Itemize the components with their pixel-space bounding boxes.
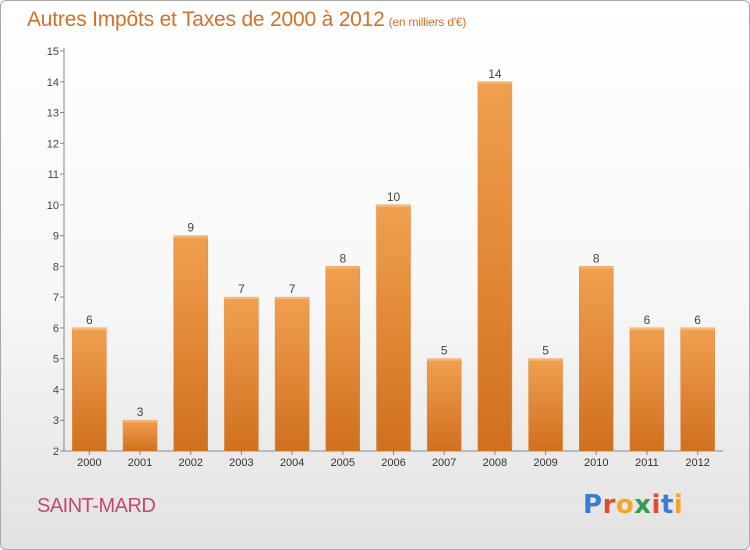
bar: [528, 358, 563, 452]
place-name: SAINT-MARD: [37, 495, 156, 517]
logo-letter: i: [651, 490, 661, 520]
chart-title-unit: (en milliers d'€): [388, 15, 467, 29]
y-tick-label: 15: [47, 46, 59, 58]
bar-top-highlight: [224, 297, 259, 300]
y-tick-label: 2: [53, 446, 59, 458]
bar-top-highlight: [123, 420, 158, 423]
x-tick-label: 2002: [178, 457, 202, 469]
bar-top-highlight: [629, 327, 664, 330]
logo-letter: x: [634, 490, 652, 520]
y-tick-label: 4: [53, 384, 59, 396]
logo-letter: r: [602, 490, 616, 520]
data-label: 3: [137, 405, 144, 419]
bar: [680, 327, 715, 452]
bar-top-highlight: [376, 204, 411, 207]
bar: [376, 204, 411, 452]
x-tick-label: 2009: [533, 457, 557, 469]
data-label: 5: [542, 344, 549, 358]
bar-top-highlight: [680, 327, 715, 330]
y-tick-label: 5: [53, 354, 59, 366]
y-tick-label: 14: [47, 77, 59, 89]
proxiti-logo: Proxiti: [583, 490, 683, 520]
data-label: 7: [238, 282, 245, 296]
bar-top-highlight: [275, 297, 310, 300]
x-tick-label: 2010: [584, 457, 608, 469]
y-tick-label: 6: [53, 323, 59, 335]
bar-top-highlight: [173, 235, 208, 238]
y-tick-label: 10: [47, 200, 59, 212]
bar: [426, 358, 462, 452]
x-tick-label: 2005: [331, 457, 355, 469]
bar-top-highlight: [477, 81, 512, 84]
bar: [579, 266, 614, 452]
logo-letter: P: [583, 490, 603, 520]
x-tick-label: 2006: [381, 457, 405, 469]
bar-top-highlight: [528, 358, 563, 361]
data-label: 14: [488, 67, 502, 81]
logo-letter: i: [673, 490, 684, 520]
x-tick-label: 2000: [77, 457, 101, 469]
y-tick-label: 8: [53, 261, 59, 273]
x-tick-label: 2012: [685, 457, 709, 469]
bar: [477, 81, 513, 452]
bar-top-highlight: [72, 327, 107, 330]
data-label: 5: [441, 344, 448, 358]
data-label: 10: [387, 190, 401, 204]
x-tick-label: 2008: [483, 457, 507, 469]
logo-letter: t: [660, 490, 674, 520]
bar-top-highlight: [427, 358, 462, 361]
y-tick-label: 12: [47, 138, 59, 150]
bar-top-highlight: [579, 266, 614, 269]
data-label: 9: [187, 221, 194, 235]
data-label: 6: [644, 313, 651, 327]
x-tick-label: 2003: [229, 457, 253, 469]
data-label: 6: [694, 313, 701, 327]
y-tick-label: 3: [53, 415, 59, 427]
data-label: 6: [86, 313, 93, 327]
x-tick-label: 2001: [128, 457, 152, 469]
y-tick-label: 9: [53, 231, 59, 243]
bar: [72, 327, 107, 452]
data-label: 8: [339, 251, 346, 265]
bar-top-highlight: [325, 266, 360, 269]
data-label: 7: [289, 282, 296, 296]
y-tick-label: 11: [48, 169, 59, 181]
bar: [274, 296, 310, 452]
bar: [629, 327, 665, 452]
y-tick-label: 13: [47, 108, 59, 120]
chart-title-text: Autres Impôts et Taxes de 2000 à 2012: [27, 8, 385, 31]
y-tick-label: 7: [53, 292, 59, 304]
bar: [325, 266, 361, 452]
chart-title: Autres Impôts et Taxes de 2000 à 2012 (en…: [27, 8, 466, 32]
x-tick-label: 2007: [432, 457, 456, 469]
bar: [173, 235, 208, 452]
logo-letter: o: [615, 490, 635, 520]
bar: [224, 296, 259, 452]
bar: [122, 419, 158, 452]
x-tick-label: 2004: [280, 457, 304, 469]
data-label: 8: [593, 251, 600, 265]
x-tick-label: 2011: [635, 457, 659, 469]
